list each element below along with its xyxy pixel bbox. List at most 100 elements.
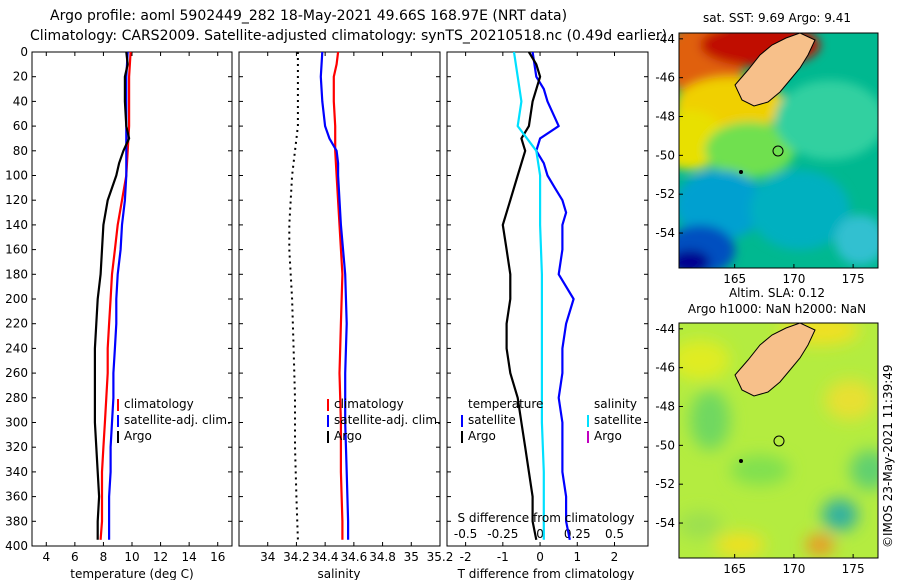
difference-profile-plot: -2 -1 0 1 2 -0.5 -0.25 0 0.25 0.5 [447, 51, 648, 564]
y-tick-label: 0 [20, 45, 28, 59]
y-tick-label: 140 [5, 218, 28, 232]
title-line-1: Argo profile: aoml 5902449_282 18-May-20… [50, 8, 567, 24]
y-tick-label: 180 [5, 267, 28, 281]
temperature-profile-plot: 0 20 40 60 80 100 120 140 160 180 200 220 240 260 280 3… [5, 45, 232, 564]
salinity-legend: climatology satellite-adj. clim. Argo [327, 397, 441, 443]
s-difference-x-label: S difference from climatology [458, 511, 635, 525]
map-x-tick-label: 170 [782, 272, 805, 286]
series-argo [93, 51, 131, 540]
map-y-tick-label: -44 [655, 322, 675, 336]
difference-plot-frame [446, 51, 649, 547]
salinity-x-label: salinity [317, 567, 360, 580]
y-tick-label: 200 [5, 292, 28, 306]
y-tick-label: 280 [5, 391, 28, 405]
sst-map-axes: -44 -46 -48 -50 -52 -54 165 170 175 [655, 32, 864, 286]
legend-argo: Argo [334, 429, 362, 443]
t-difference-x-label: T difference from climatology [457, 567, 635, 580]
sst-map-title: sat. SST: 9.69 Argo: 9.41 [703, 11, 851, 25]
x-tick-label: 34.8 [369, 550, 396, 564]
x-tick-label: -2 [460, 550, 472, 564]
y-tick-label: 40 [13, 94, 28, 108]
sst-map-frame [678, 32, 879, 269]
map-x-tick-label: 175 [842, 562, 865, 576]
y-tick-label: 300 [5, 416, 28, 430]
y-tick-label: 400 [5, 539, 28, 553]
map-y-tick-label: -48 [655, 110, 675, 124]
y-tick-label: 20 [13, 70, 28, 84]
y-tick-label: 120 [5, 193, 28, 207]
y-tick-label: 80 [13, 144, 28, 158]
y-tick-label: 100 [5, 169, 28, 183]
x-tick-label: 0 [536, 550, 544, 564]
salinity-profile-plot: 34 34.2 34.4 34.6 34.8 35 35.2 [239, 51, 454, 564]
y-tick-label: 360 [5, 490, 28, 504]
sla-map-frame [678, 322, 879, 559]
series-temperature-argo [501, 51, 542, 541]
y-tick-label: 220 [5, 317, 28, 331]
map-x-tick-label: 165 [723, 272, 746, 286]
x-tick-label: 10 [124, 550, 139, 564]
sst-map-image [679, 33, 878, 268]
map-x-tick-label: 170 [782, 562, 805, 576]
series-satellite-adj-clim- [107, 51, 129, 540]
legend-salinity-satellite: satellite [594, 413, 642, 427]
x-tick-label: 8 [100, 550, 108, 564]
x2-tick-label: 0.5 [605, 527, 624, 541]
temperature-x-label: temperature (deg C) [70, 567, 193, 580]
x-tick-label: 4 [42, 550, 50, 564]
series-argo [288, 52, 299, 540]
legend-temperature-argo: Argo [468, 429, 496, 443]
map-x-tick-label: 165 [723, 562, 746, 576]
y-tick-label: 320 [5, 440, 28, 454]
legend-climatology: climatology [124, 397, 194, 411]
x-tick-label: 12 [153, 550, 168, 564]
x-tick-label: 16 [210, 550, 225, 564]
sla-map-axes: -44 -46 -48 -50 -52 -54 165 170 175 [655, 322, 864, 576]
series-satellite-adj-clim- [319, 51, 350, 540]
y-tick-label: 380 [5, 514, 28, 528]
y-tick-label: 160 [5, 243, 28, 257]
series-temperature-satellite [531, 51, 575, 541]
series-salinity-satellite [512, 51, 545, 540]
y-tick-label: 340 [5, 465, 28, 479]
salinity-plot-frame [238, 51, 441, 547]
y-tick-label: 60 [13, 119, 28, 133]
map-y-tick-label: -54 [655, 226, 675, 240]
temperature-legend: climatology satellite-adj. clim. Argo [117, 397, 231, 443]
map-x-tick-label: 175 [842, 272, 865, 286]
map-y-tick-label: -48 [655, 400, 675, 414]
x2-tick-label: 0 [536, 527, 544, 541]
map-y-tick-label: -46 [655, 71, 675, 85]
sla-map-subtitle: Argo h1000: NaN h2000: NaN [688, 302, 866, 316]
x2-tick-label: 0.25 [564, 527, 591, 541]
legend-climatology: climatology [334, 397, 404, 411]
sla-map-title: Altim. SLA: 0.12 [729, 286, 825, 300]
legend-temperature-satellite: satellite [468, 413, 516, 427]
sla-map-image [679, 323, 878, 558]
legend-argo: Argo [124, 429, 152, 443]
y-tick-label: 260 [5, 366, 28, 380]
map-y-tick-label: -52 [655, 187, 675, 201]
legend-satellite-adj-clim: satellite-adj. clim. [334, 413, 441, 427]
map-y-tick-label: -50 [655, 438, 675, 452]
map-y-tick-label: -54 [655, 516, 675, 530]
map-y-tick-label: -44 [655, 32, 675, 46]
x-tick-label: 1 [573, 550, 581, 564]
x-tick-label: 2 [611, 550, 619, 564]
series-climatology [332, 51, 344, 540]
x-tick-label: 6 [71, 550, 79, 564]
x-tick-label: 35.2 [427, 550, 454, 564]
x-tick-label: 34.6 [340, 550, 367, 564]
legend-temperature-heading: temperature [468, 397, 543, 411]
legend-satellite-adj-clim: satellite-adj. clim. [124, 413, 231, 427]
x-tick-label: 35 [404, 550, 419, 564]
map-y-tick-label: -52 [655, 477, 675, 491]
x-tick-label: 14 [182, 550, 197, 564]
imos-credit: ©IMOS 23-May-2021 11:39:49 [881, 364, 895, 548]
legend-salinity-heading: salinity [594, 397, 637, 411]
x-tick-label: -1 [497, 550, 509, 564]
map-y-tick-label: -50 [655, 148, 675, 162]
x2-tick-label: -0.25 [487, 527, 518, 541]
map-y-tick-label: -46 [655, 361, 675, 375]
